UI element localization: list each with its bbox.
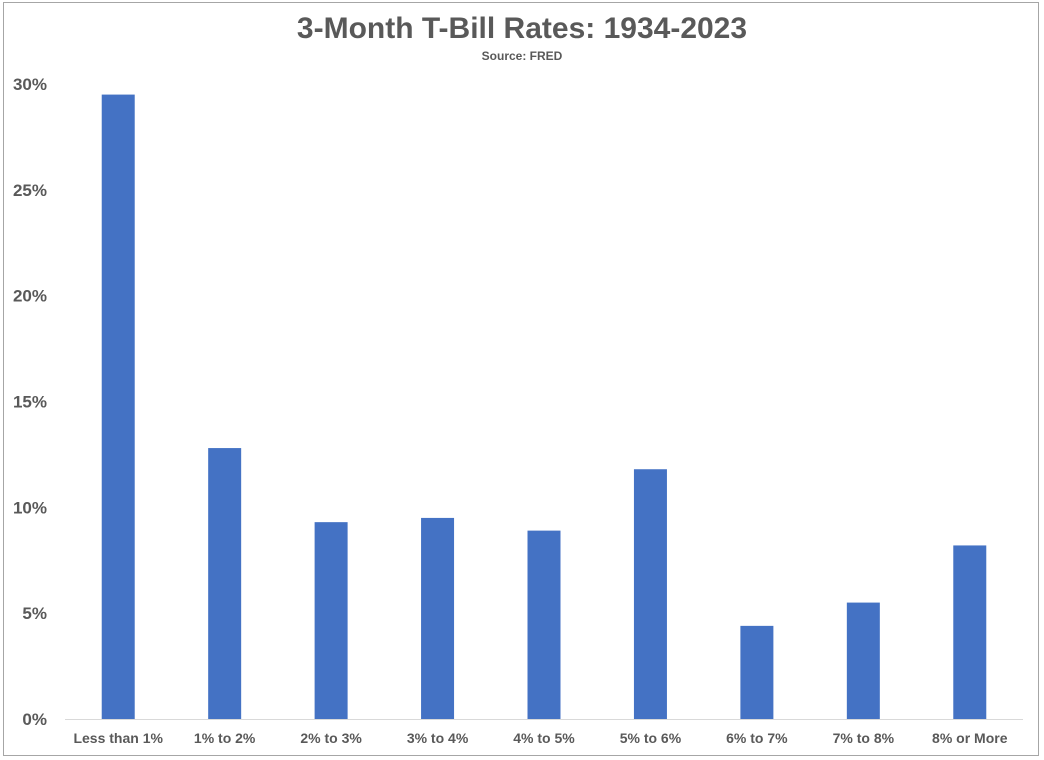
bar <box>846 602 880 719</box>
y-tick-label: 25% <box>13 181 47 200</box>
bar <box>527 530 561 719</box>
chart-title: 3-Month T-Bill Rates: 1934-2023 <box>296 12 748 45</box>
chart-subtitle: Source: FRED <box>481 49 563 63</box>
y-tick-label: 30% <box>13 75 47 94</box>
bar <box>101 94 135 720</box>
y-tick-label: 0% <box>22 710 47 729</box>
y-tick-label: 15% <box>13 393 47 412</box>
x-tick-label: 7% to 8% <box>833 730 895 746</box>
x-tick-label: 5% to 6% <box>620 730 682 746</box>
bar <box>421 517 455 719</box>
y-tick-label: 20% <box>13 287 47 306</box>
bar <box>633 469 667 719</box>
y-tick-label: 10% <box>13 498 47 517</box>
x-tick-label: 4% to 5% <box>513 730 575 746</box>
x-tick-label: Less than 1% <box>73 730 163 746</box>
bar <box>208 448 242 719</box>
bar <box>953 545 987 719</box>
x-tick-label: 3% to 4% <box>407 730 469 746</box>
bars <box>101 94 987 720</box>
bar <box>314 522 348 719</box>
x-tick-label: 6% to 7% <box>726 730 788 746</box>
x-tick-label: 1% to 2% <box>194 730 256 746</box>
x-tick-label: 8% or More <box>932 730 1008 746</box>
bar <box>740 625 774 719</box>
y-axis-ticks: 0% 5% 10% 15% 20% 25% 30% <box>13 75 47 729</box>
y-tick-label: 5% <box>22 604 47 623</box>
x-axis-labels: Less than 1% 1% to 2% 2% to 3% 3% to 4% 4% t… <box>73 730 1007 746</box>
x-tick-label: 2% to 3% <box>300 730 362 746</box>
